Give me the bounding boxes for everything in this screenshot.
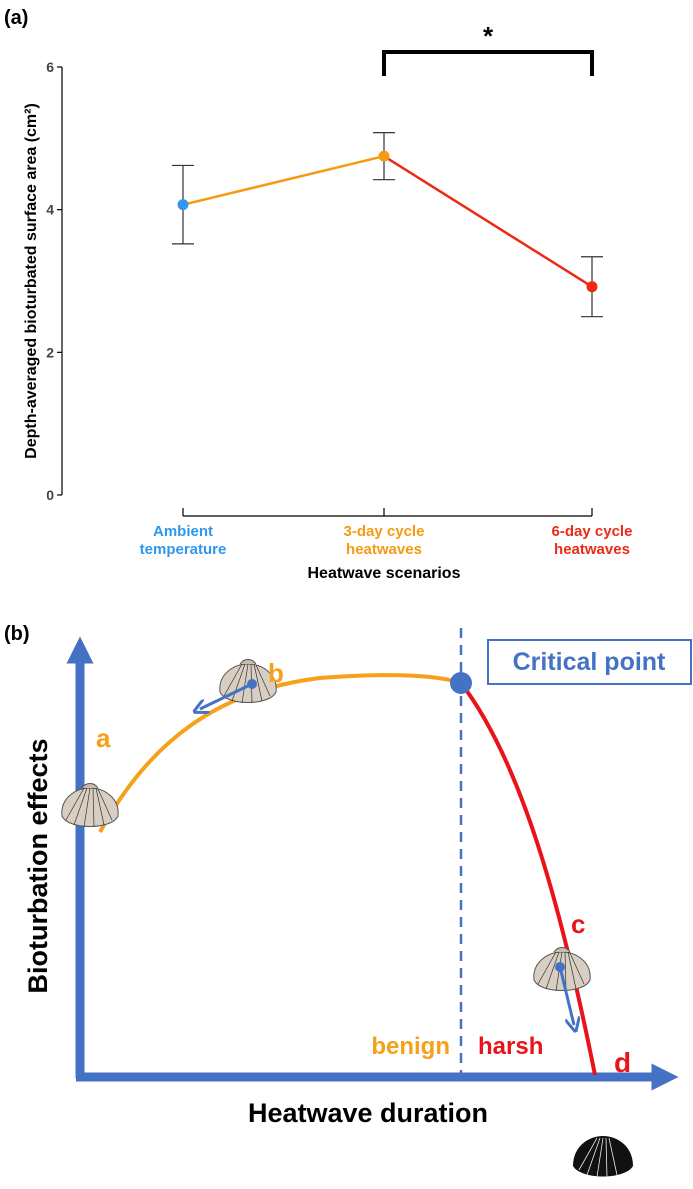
y-label: Depth-averaged bioturbated surface area … [23,103,40,459]
benign-curve [100,675,461,832]
y-tick-label: 2 [46,344,54,360]
x-tick-label: heatwaves [346,541,422,558]
shell [62,784,118,828]
significance-label: * [483,21,494,51]
zone-label: harsh [478,1033,543,1060]
panel-a: (a) 0 2 4 6 Depth-averaged bioturbated surfac… [4,7,632,582]
x-tick-label: temperature [140,541,227,558]
x-label: Heatwave duration [248,1098,488,1128]
y-tick-label: 4 [46,202,54,218]
stage-label: d [614,1047,631,1078]
significance-bracket [384,52,592,76]
dot [555,962,565,972]
stage-label: b [268,658,284,688]
x-tick-label: heatwaves [554,541,630,558]
critical-label: Critical point [513,648,666,676]
x-label: Heatwave scenarios [308,565,461,582]
y-tick-label: 6 [46,59,54,75]
y-tick-label: 0 [46,487,54,503]
x-tick-label: Ambient [153,523,213,540]
stage-label: c [571,909,585,939]
panel-label: (a) [4,7,28,29]
shell [573,1136,633,1177]
panel-label: (b) [4,623,30,645]
point [587,281,598,292]
x-tick-label: 3-day cycle [344,523,425,540]
x-tick-label: 6-day cycle [552,523,633,540]
point [379,151,390,162]
dot [247,679,257,689]
line-segment [384,156,592,287]
point [178,199,189,210]
line-segment [183,156,384,205]
panel-b: (b) Critical point a b c d benign harsh … [4,623,691,1177]
critical-point-dot [450,672,472,694]
figure: (a) 0 2 4 6 Depth-averaged bioturbated surfac… [0,0,693,1189]
stage-label: a [96,723,111,753]
zone-label: benign [371,1033,450,1060]
y-label: Bioturbation effects [23,738,53,993]
harsh-curve [461,683,595,1075]
